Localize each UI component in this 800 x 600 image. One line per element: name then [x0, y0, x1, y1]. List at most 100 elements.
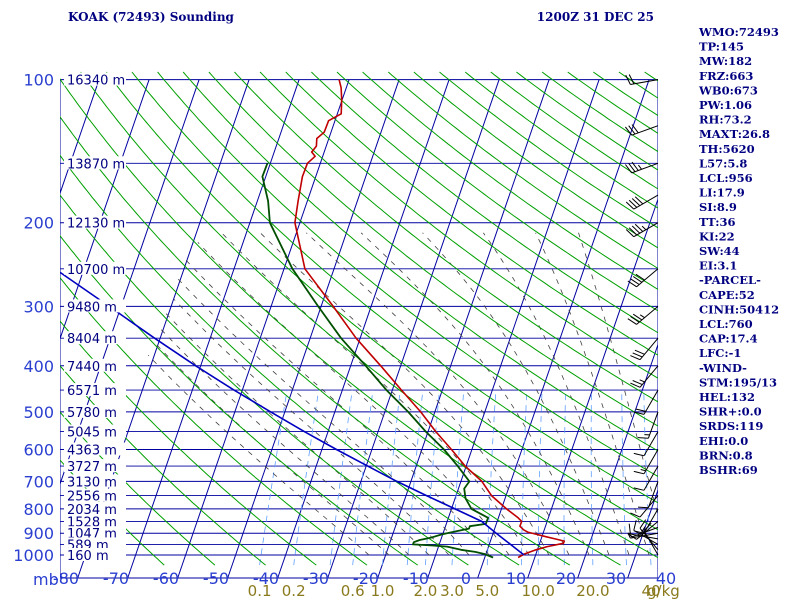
- dry-adiabats: [60, 71, 658, 566]
- index-item: PW:1.06: [699, 98, 752, 112]
- wind-barb-shaft: [636, 306, 659, 325]
- wind-barb: [627, 306, 659, 325]
- wind-barb-flag: [635, 408, 646, 412]
- wind-barb-flag: [625, 74, 631, 85]
- dry-adiabat: [157, 71, 658, 478]
- parcel-path-line: [60, 271, 525, 556]
- dry-adiabat: [208, 71, 658, 427]
- height-label-bg: [64, 299, 126, 313]
- temperature-tick-label: -80: [53, 569, 79, 588]
- wind-barb-flag: [634, 223, 644, 232]
- dry-adiabat: [234, 71, 658, 403]
- mixing-ratio-tick-label: 0.2: [282, 582, 306, 600]
- index-item: EHI:0.0: [699, 434, 748, 448]
- wind-barb-flag: [627, 318, 637, 325]
- mixing-ratio-line: [293, 390, 319, 566]
- height-label: 5780 m: [67, 406, 117, 421]
- wind-barb: [633, 465, 659, 491]
- temperature-tick-label: -10: [403, 569, 429, 588]
- wind-barb-flag: [639, 519, 647, 529]
- temperature-tick-label: -40: [253, 569, 279, 588]
- height-labels: 16340 m 13870 m 12130 m 10700 m 9480 m 8404 m…: [64, 72, 126, 564]
- index-item: WMO:72493: [698, 25, 779, 39]
- temperature-tick-label: 30: [606, 569, 626, 588]
- wind-barb-shaft: [643, 508, 659, 534]
- height-label: 3727 m: [67, 460, 117, 475]
- isotherm: [177, 79, 350, 579]
- mixing-ratio-line: [486, 390, 497, 566]
- temperature-tick-label: -50: [203, 569, 229, 588]
- wind-barb: [627, 268, 659, 288]
- wind-barb: [633, 389, 659, 415]
- wind-barb-flag: [625, 164, 633, 174]
- isotherm: [327, 79, 500, 579]
- wind-barb-flag: [632, 276, 643, 283]
- height-label-bg: [64, 156, 126, 170]
- wind-barb-shaft: [636, 268, 659, 288]
- index-item: BSHR:69: [699, 463, 758, 477]
- index-item: FRZ:663: [699, 69, 753, 83]
- mixing-ratio-line: [621, 390, 627, 566]
- mixing-ratio-unit-label: g/kg: [647, 582, 680, 600]
- dry-adiabat: [60, 194, 469, 566]
- height-label-bg: [64, 474, 126, 488]
- mixing-ratio-line: [451, 390, 465, 566]
- dry-adiabat: [60, 234, 418, 566]
- wind-barb-shaft: [639, 337, 659, 361]
- dry-adiabat: [182, 71, 658, 452]
- chart-subtitle: 1200Z 31 DEC 25: [537, 10, 654, 24]
- dry-adiabat: [60, 154, 520, 566]
- mixing-ratio-line: [563, 390, 567, 566]
- wind-barb: [625, 124, 659, 136]
- dry-adiabat: [464, 71, 658, 209]
- mixing-ratio-tick-label: 2.0: [413, 582, 437, 600]
- pressure-tick-label: 1000: [13, 546, 54, 565]
- wind-barb-shaft: [633, 194, 659, 210]
- height-label-bg: [64, 442, 126, 456]
- wind-barb-flag: [631, 161, 639, 171]
- height-label: 8404 m: [67, 332, 117, 347]
- pressure-tick-label: 100: [23, 71, 54, 90]
- wind-barb: [630, 337, 659, 361]
- height-label-bg: [64, 261, 126, 275]
- height-label-bg: [64, 215, 126, 229]
- height-label-bg: [64, 514, 126, 528]
- height-label-bg: [64, 526, 126, 540]
- index-item: LFC:-1: [699, 346, 741, 360]
- height-label: 4363 m: [67, 444, 117, 459]
- mixing-ratio-tick-label: 40: [641, 582, 660, 600]
- dry-adiabat: [387, 71, 658, 270]
- wind-barb-shaft: [643, 431, 659, 457]
- wind-barb-half-flag: [641, 225, 647, 231]
- wind-barb-flag: [637, 506, 649, 509]
- index-item: WB0:673: [698, 83, 758, 97]
- dry-adiabat: [60, 276, 368, 566]
- index-item: TP:145: [699, 40, 744, 54]
- height-label: 16340 m: [67, 74, 125, 89]
- wind-barb-shaft: [630, 533, 659, 540]
- temperature-tick-label: 20: [556, 569, 576, 588]
- mixing-ratio-line: [521, 390, 528, 566]
- moist-adiabat: [165, 312, 430, 556]
- wind-barb-flag: [627, 533, 637, 540]
- wind-barb-flag: [628, 163, 636, 172]
- wind-barb: [633, 520, 659, 545]
- height-label: 2034 m: [67, 503, 117, 518]
- dry-adiabat: [336, 71, 658, 312]
- mixing-ratio-line: [406, 390, 424, 566]
- index-item: CAPE:52: [699, 288, 755, 302]
- height-label-bg: [64, 424, 126, 438]
- dewpoint-line: [261, 162, 494, 559]
- moist-adiabat: [148, 354, 370, 556]
- wind-barb: [633, 431, 659, 457]
- index-item: SW:44: [699, 244, 740, 258]
- wind-barb-flag: [630, 315, 640, 323]
- wind-barb-flag: [630, 512, 641, 518]
- wind-barb: [627, 521, 659, 540]
- height-label-bg: [64, 404, 126, 418]
- mixing-ratio-tick-label: 5.0: [475, 582, 499, 600]
- moist-adiabat: [173, 299, 450, 556]
- wind-barb: [628, 523, 659, 540]
- mixing-ratio-line: [590, 390, 594, 566]
- wind-barb-shaft: [643, 449, 659, 475]
